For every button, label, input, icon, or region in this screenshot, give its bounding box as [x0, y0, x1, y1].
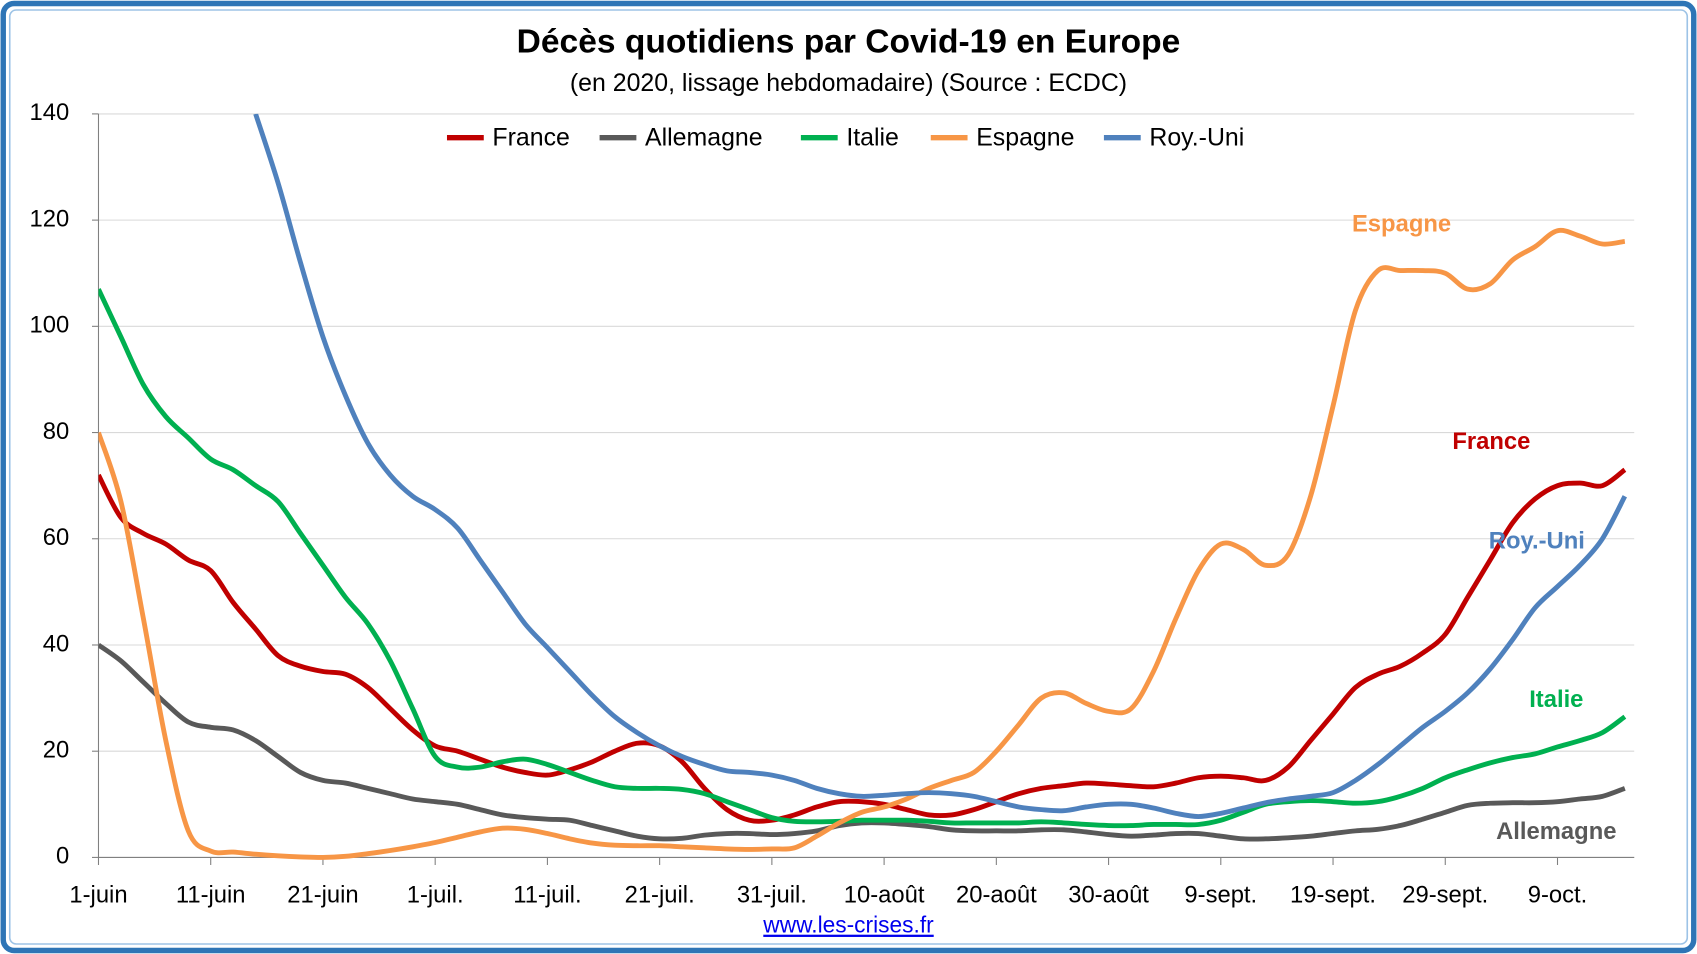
legend-label: Espagne [976, 123, 1074, 151]
y-tick-label: 20 [43, 736, 69, 763]
series-annotation: Roy.-Uni [1489, 528, 1585, 555]
plot-area [98, 113, 1627, 860]
chart-subtitle: (en 2020, lissage hebdomadaire) (Source … [570, 69, 1127, 97]
x-tick-label: 29-sept. [1402, 882, 1488, 909]
series-annotation: Espagne [1352, 211, 1451, 238]
y-tick-label: 60 [43, 524, 69, 551]
series-line [253, 113, 1627, 819]
legend-label: Italie [846, 123, 899, 151]
source-link[interactable]: www.les-crises.fr [762, 912, 934, 938]
x-tick-label: 30-août [1068, 882, 1149, 909]
series-annotation: France [1452, 428, 1530, 455]
x-tick-label: 21-juil. [625, 882, 695, 909]
chart-title: Décès quotidiens par Covid-19 en Europe [517, 23, 1181, 60]
legend-label: France [492, 123, 569, 151]
y-tick-label: 0 [56, 843, 69, 870]
series-line [98, 467, 1627, 824]
y-tick-label: 80 [43, 418, 69, 445]
x-tick-label: 9-sept. [1184, 882, 1257, 909]
series-line [98, 288, 1627, 829]
source-text[interactable]: www.les-crises.fr [762, 912, 934, 938]
series-line [98, 227, 1626, 860]
series-annotation: Allemagne [1496, 818, 1616, 845]
x-tick-label: 21-juin [287, 882, 358, 909]
legend-label: Allemagne [645, 123, 763, 151]
legend-label: Roy.-Uni [1149, 123, 1244, 151]
y-tick-label: 120 [30, 205, 70, 232]
y-tick-label: 40 [43, 630, 69, 657]
x-tick-label: 1-juin [69, 882, 127, 909]
x-tick-label: 11-juin [176, 882, 246, 909]
x-tick-label: 11-juil. [513, 882, 581, 909]
y-tick-label: 140 [30, 99, 70, 126]
y-tick-label: 100 [30, 312, 70, 339]
x-tick-label: 19-sept. [1290, 882, 1376, 909]
x-tick-label: 9-oct. [1528, 882, 1588, 909]
x-tick-label: 1-juil. [407, 882, 464, 909]
series-annotation: Italie [1529, 686, 1583, 713]
inner-frame [8, 9, 1689, 945]
x-tick-label: 20-août [956, 882, 1037, 909]
x-tick-label: 10-août [844, 882, 925, 909]
x-tick-label: 31-juil. [737, 882, 807, 909]
series-line [98, 642, 1626, 842]
